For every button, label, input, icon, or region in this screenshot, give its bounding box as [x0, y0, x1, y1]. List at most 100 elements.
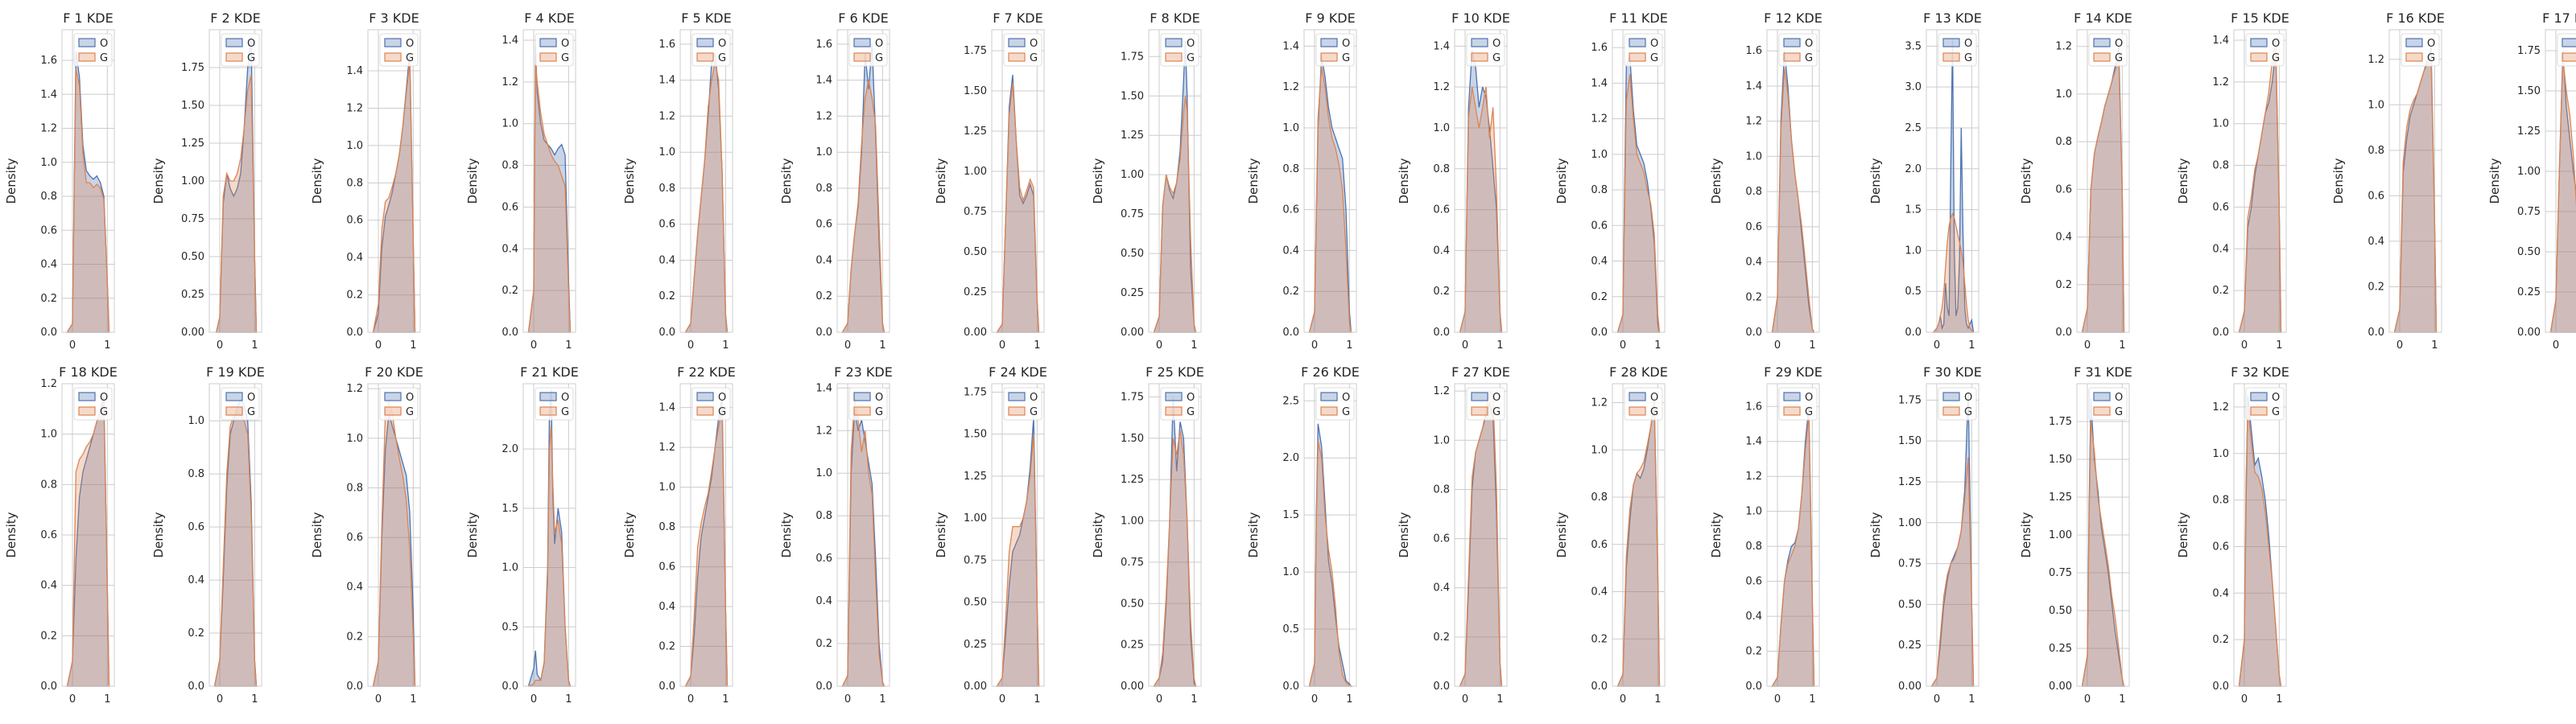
y-tick-label: 1.2: [346, 383, 363, 395]
legend-box: [1938, 33, 1977, 67]
legend-box: [2401, 33, 2440, 67]
panel-title: F 21 KDE: [520, 364, 579, 380]
legend-label: O: [718, 38, 726, 50]
legend-label: G: [1805, 406, 1813, 418]
legend-swatch-O: [225, 392, 243, 401]
legend-swatch-G: [1783, 52, 1801, 62]
x-tick-label: 1: [1968, 693, 1975, 705]
y-tick-label: 0.8: [2212, 160, 2229, 172]
legend: OG: [535, 387, 574, 421]
y-tick-label: 0.4: [1591, 256, 1608, 268]
y-tick-label: 0.2: [658, 290, 675, 302]
y-tick-label: 0.6: [1282, 204, 1299, 216]
kde-panel: 0.0 0.5 1.0 1.5 2.0 2.5 0 1 F 26 KDE Density OG: [1246, 364, 1360, 705]
y-tick-label: 0.00: [181, 327, 204, 339]
y-tick-label: 0.2: [346, 290, 363, 302]
y-tick-label: 0.2: [1745, 291, 1762, 303]
x-tick-label: 0: [530, 693, 537, 705]
legend-box: [2245, 33, 2285, 67]
axes-frame: [836, 383, 890, 687]
axes-frame: [1454, 29, 1508, 333]
panel-title: F 22 KDE: [677, 364, 736, 380]
y-tick-label: 1.0: [815, 146, 832, 158]
legend-swatch-G: [1165, 406, 1183, 416]
kde-panel: 0.00 0.25 0.50 0.75 1.00 1.25 1.50 1.75 0 1 F 7 KD…: [934, 10, 1045, 352]
y-tick-label: 1.2: [2212, 76, 2229, 88]
y-tick-label: 1.4: [1745, 80, 1762, 93]
legend-swatch-G: [539, 52, 557, 62]
y-tick-label: 1.0: [40, 157, 57, 169]
legend-swatch-O: [1320, 38, 1338, 47]
axes-frame: [2233, 29, 2287, 333]
kde-panel: 0.0 0.2 0.4 0.6 0.8 1.0 1.2 0 1 F 16 KDE Density OG: [2331, 10, 2445, 352]
y-tick-label: 0.6: [346, 215, 363, 227]
x-tick-label: 1: [1346, 693, 1352, 705]
panel-title: F 23 KDE: [834, 364, 893, 380]
y-tick-label: 1.0: [2368, 99, 2384, 111]
x-tick-label: 0: [1620, 693, 1626, 705]
x-tick-label: 0: [2241, 693, 2248, 705]
legend-swatch-O: [1471, 392, 1488, 401]
y-tick-label: 0.6: [1745, 576, 1762, 588]
panel-title: F 12 KDE: [1764, 10, 1823, 26]
y-tick-label: 0.6: [1591, 539, 1608, 551]
y-tick-label: 1.2: [346, 102, 363, 114]
legend: OG: [1160, 33, 1199, 67]
y-tick-label: 0.2: [40, 630, 57, 642]
y-tick-label: 0.25: [181, 289, 204, 301]
y-tick-label: 1.2: [40, 123, 57, 135]
y-tick-label: 1.0: [1745, 150, 1762, 162]
legend-label: O: [100, 38, 108, 50]
y-tick-label: 0.4: [2055, 232, 2072, 244]
y-tick-label: 0.6: [346, 532, 363, 544]
kde-panel: 0.0 0.2 0.4 0.6 0.8 1.0 1.2 0 1 F 28 KDE Density OG: [1554, 364, 1668, 705]
y-tick-label: 0.0: [2055, 327, 2072, 339]
y-tick-label: 1.50: [2049, 454, 2072, 466]
y-tick-label: 0.8: [1591, 184, 1608, 196]
y-tick-label: 1.0: [1282, 122, 1299, 134]
kde-panel: 0.0 0.2 0.4 0.6 0.8 1.0 1.2 1.4 0 1 F 23 KDE Densit…: [779, 364, 893, 705]
y-tick-label: 1.00: [1121, 516, 1144, 528]
y-tick-label: 1.4: [1433, 40, 1450, 52]
legend-swatch-O: [1165, 38, 1183, 47]
kde-panel: 0.0 0.5 1.0 1.5 2.0 0 1 F 21 KDE Density OG: [465, 364, 579, 705]
legend-label: G: [1650, 52, 1658, 64]
y-tick-label: 1.4: [1591, 77, 1608, 89]
legend: OG: [2401, 33, 2440, 67]
y-tick-label: 0.0: [1745, 327, 1762, 339]
legend-label: G: [100, 406, 108, 418]
x-tick-label: 0: [1462, 339, 1468, 352]
legend-swatch-O: [2250, 392, 2268, 401]
y-tick-label: 0.4: [658, 601, 675, 613]
kde-panel: 0.0 0.2 0.4 0.6 0.8 1.0 1.2 0 1 F 27 KDE Density OG: [1397, 364, 1510, 705]
legend-box: [2088, 387, 2128, 421]
y-tick-label: 0.0: [1745, 681, 1762, 693]
legend-box: [2245, 387, 2285, 421]
y-axis-label: Density: [1246, 512, 1261, 557]
legend-box: [1315, 387, 1355, 421]
y-tick-label: 0.4: [1591, 586, 1608, 599]
legend-swatch-O: [539, 38, 557, 47]
y-axis-label: Density: [779, 512, 794, 557]
legend-swatch-G: [2093, 52, 2111, 62]
y-tick-label: 1.4: [1282, 40, 1299, 52]
y-tick-label: 0.4: [346, 252, 363, 264]
y-axis-label: Density: [1397, 512, 1411, 557]
y-tick-label: 0.50: [2517, 246, 2541, 258]
y-tick-label: 0.5: [1282, 623, 1299, 636]
y-tick-label: 2.0: [1905, 163, 1922, 175]
legend-swatch-O: [2093, 392, 2111, 401]
kde-area-G: [2549, 58, 2576, 333]
y-tick-label: 0.8: [815, 183, 832, 195]
panel-title: F 14 KDE: [2074, 10, 2132, 26]
y-tick-label: 0.0: [40, 327, 57, 339]
y-tick-label: 1.6: [1591, 42, 1608, 54]
legend-label: O: [2115, 38, 2123, 50]
y-tick-label: 2.0: [502, 443, 518, 455]
y-tick-label: 1.25: [1121, 130, 1144, 142]
y-tick-label: 1.4: [2212, 35, 2229, 47]
x-tick-label: 0: [1462, 693, 1468, 705]
y-tick-label: 0.50: [964, 597, 987, 609]
kde-panel: 0.00 0.25 0.50 0.75 1.00 1.25 1.50 1.75 0 1 F 24 K…: [934, 364, 1047, 705]
y-tick-label: 1.2: [2055, 41, 2072, 53]
